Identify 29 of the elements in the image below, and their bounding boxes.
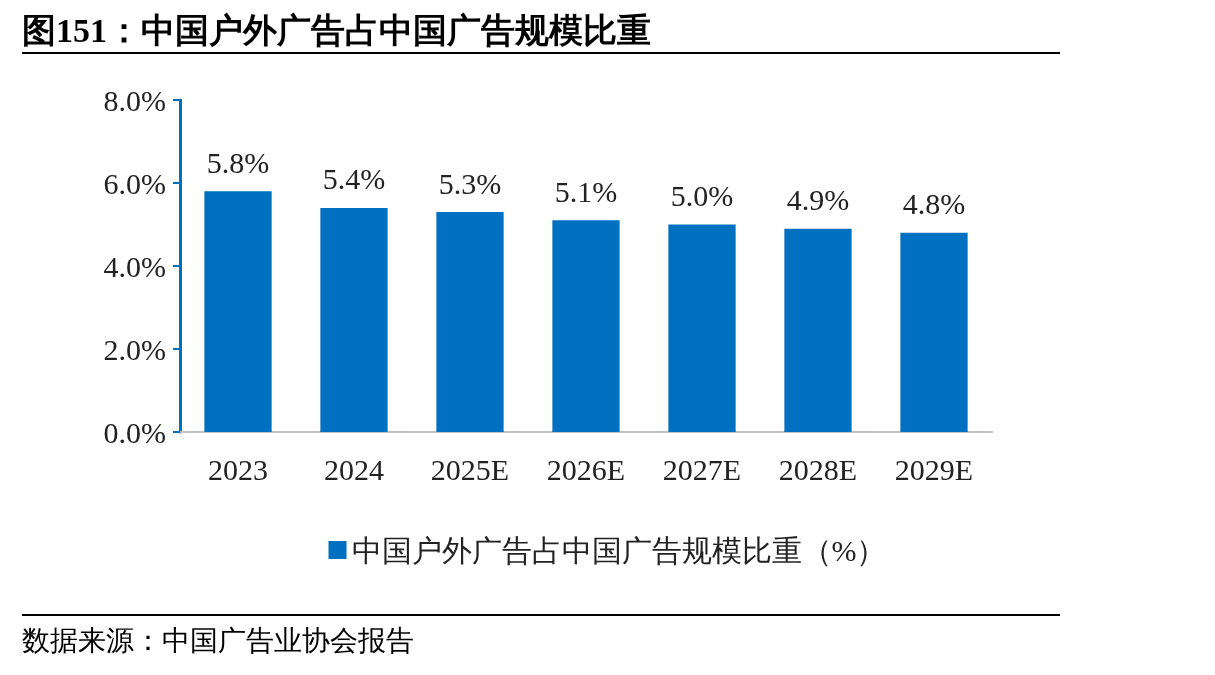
x-tick-label: 2027E: [662, 452, 742, 486]
x-tick-label: 2024: [324, 452, 384, 486]
bar: [204, 191, 272, 432]
data-label: 5.8%: [206, 145, 270, 179]
data-label: 5.0%: [670, 179, 734, 212]
data-label: 4.8%: [902, 187, 966, 221]
y-tick-label: 6.0%: [103, 166, 166, 200]
y-tick-label: 0.0%: [103, 415, 166, 449]
x-tick-label: 2023: [208, 452, 268, 486]
bar: [668, 224, 736, 432]
bar: [436, 212, 504, 432]
y-tick-label: 2.0%: [103, 332, 166, 366]
chart-title: 图151：中国户外广告占中国广告规模比重: [22, 11, 651, 51]
bar: [784, 228, 852, 432]
data-label: 5.1%: [554, 174, 618, 208]
bar: [320, 207, 388, 432]
source-note: 数据来源：中国广告业协会报告: [22, 624, 414, 658]
y-tick-label: 8.0%: [103, 83, 166, 117]
legend-label: 中国户外广告占中国广告规模比重（%）: [351, 533, 887, 567]
x-tick-label: 2025E: [430, 452, 510, 486]
bar: [552, 220, 620, 432]
data-label: 4.9%: [786, 183, 850, 217]
data-label: 5.4%: [322, 162, 386, 196]
y-tick-label: 4.0%: [103, 249, 166, 283]
x-tick-label: 2029E: [894, 452, 974, 486]
x-tick-label: 2028E: [778, 452, 858, 486]
x-tick-label: 2026E: [546, 452, 626, 486]
data-label: 5.3%: [438, 166, 502, 200]
bar: [900, 232, 968, 432]
